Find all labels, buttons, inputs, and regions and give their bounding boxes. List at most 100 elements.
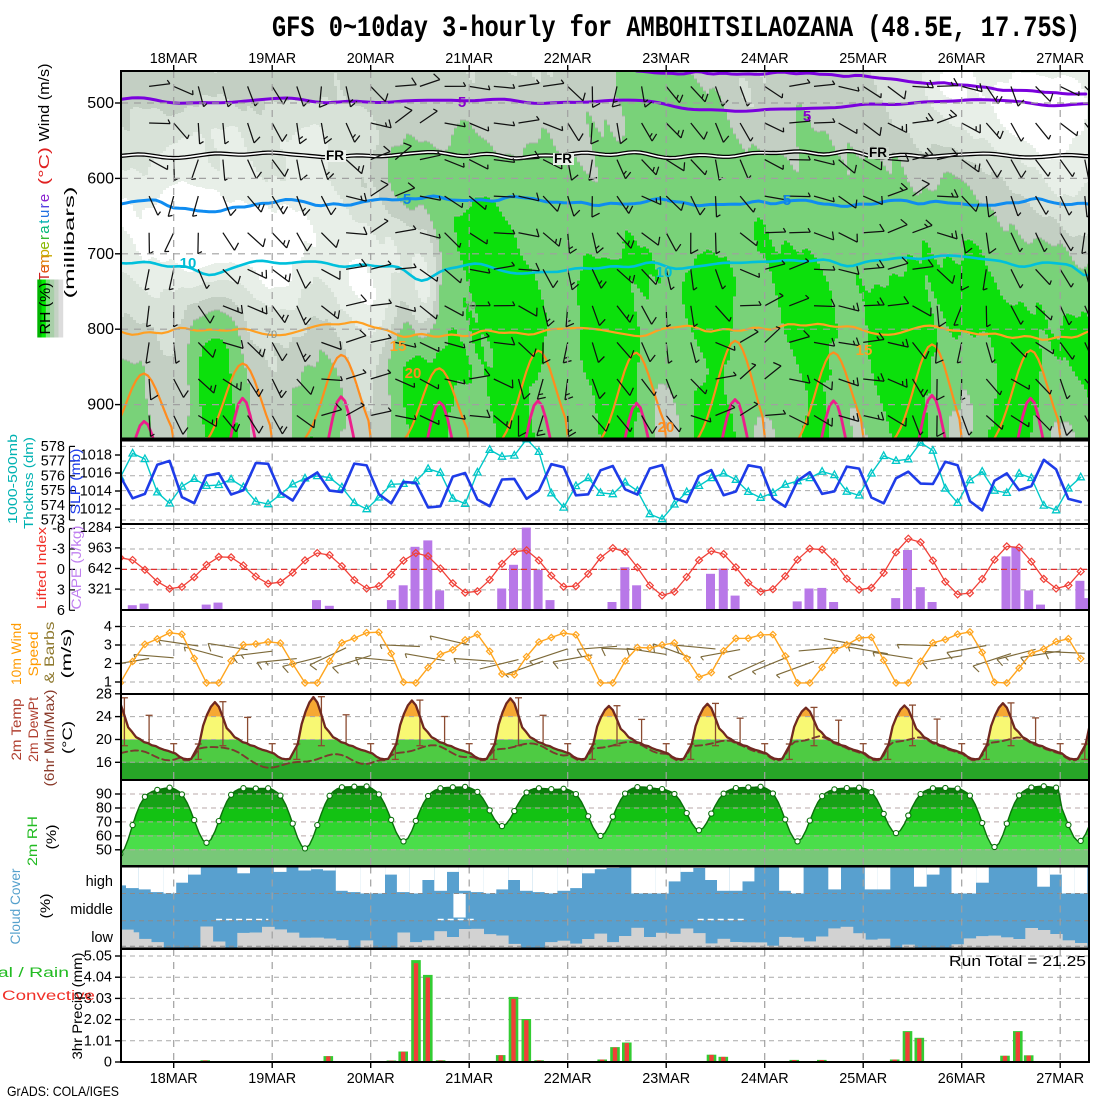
svg-text:0: 0 xyxy=(57,562,65,578)
svg-text:Total / Rain: Total / Rain xyxy=(0,965,69,980)
svg-text:GrADS: COLA/IGES: GrADS: COLA/IGES xyxy=(7,1083,119,1099)
svg-text:(%): (%) xyxy=(38,894,53,919)
svg-text:5: 5 xyxy=(783,192,791,209)
svg-text:5.05: 5.05 xyxy=(84,949,112,965)
svg-text:19MAR: 19MAR xyxy=(248,1071,296,1087)
svg-text:low: low xyxy=(91,930,113,946)
svg-text:2: 2 xyxy=(104,656,112,672)
svg-text:90: 90 xyxy=(96,787,112,803)
svg-text:577: 577 xyxy=(41,454,65,470)
svg-text:-3: -3 xyxy=(52,542,65,558)
svg-text:70: 70 xyxy=(265,329,277,341)
svg-text:700: 700 xyxy=(87,246,114,263)
svg-text:25MAR: 25MAR xyxy=(839,51,887,67)
svg-text:963: 963 xyxy=(88,540,112,556)
svg-text:642: 642 xyxy=(88,561,112,577)
svg-text:2m Temp: 2m Temp xyxy=(9,699,24,761)
svg-text:middle: middle xyxy=(70,902,113,918)
svg-text:10: 10 xyxy=(180,255,197,272)
svg-text:high: high xyxy=(86,874,113,890)
svg-text:e: e xyxy=(36,194,53,202)
svg-text:m: m xyxy=(36,255,53,268)
svg-text:10m Wind: 10m Wind xyxy=(9,623,24,685)
svg-text:2m RH: 2m RH xyxy=(24,816,40,866)
svg-text:1000-500mb: 1000-500mb xyxy=(5,434,20,524)
svg-text:u: u xyxy=(36,210,53,218)
svg-text:2.02: 2.02 xyxy=(84,1012,112,1028)
svg-text:27MAR: 27MAR xyxy=(1036,1071,1084,1087)
svg-text:5: 5 xyxy=(403,191,411,208)
svg-text:28: 28 xyxy=(96,686,112,702)
svg-text:321: 321 xyxy=(88,582,112,598)
svg-text:800: 800 xyxy=(87,321,114,338)
svg-text:Cloud Cover: Cloud Cover xyxy=(8,868,23,944)
svg-text:576: 576 xyxy=(41,468,65,484)
svg-text:p: p xyxy=(36,249,53,257)
svg-text:23MAR: 23MAR xyxy=(642,51,690,67)
svg-text:19MAR: 19MAR xyxy=(248,51,296,67)
svg-text:RH (%): RH (%) xyxy=(38,283,54,335)
svg-text:e: e xyxy=(36,265,53,273)
svg-text:1018: 1018 xyxy=(80,448,112,464)
svg-text:r: r xyxy=(36,235,53,240)
svg-text:r: r xyxy=(36,203,53,208)
svg-text:5: 5 xyxy=(458,94,466,111)
svg-text:3: 3 xyxy=(104,638,112,654)
svg-text:Convective: Convective xyxy=(2,988,95,1003)
svg-text:26MAR: 26MAR xyxy=(938,51,986,67)
svg-text:20MAR: 20MAR xyxy=(347,1071,395,1087)
svg-text:22MAR: 22MAR xyxy=(544,1071,592,1087)
svg-text:20: 20 xyxy=(658,419,675,436)
svg-text:80: 80 xyxy=(96,801,112,817)
svg-text:60: 60 xyxy=(96,828,112,844)
svg-text:Lifted Index: Lifted Index xyxy=(34,526,49,609)
svg-text:16: 16 xyxy=(96,755,112,771)
svg-text:(m/s): (m/s) xyxy=(59,629,74,679)
svg-text:3: 3 xyxy=(57,582,65,598)
svg-text:6: 6 xyxy=(57,603,65,619)
svg-text:CAPE (J/kg): CAPE (J/kg) xyxy=(69,526,84,610)
svg-text:24: 24 xyxy=(96,709,112,725)
svg-text:e: e xyxy=(36,241,53,249)
svg-text:20MAR: 20MAR xyxy=(347,51,395,67)
svg-text:4.04: 4.04 xyxy=(84,970,112,986)
svg-text:1016: 1016 xyxy=(80,466,112,482)
svg-text:21MAR: 21MAR xyxy=(445,1071,493,1087)
svg-text:3hr Precip (mm): 3hr Precip (mm) xyxy=(69,953,85,1060)
svg-text:50: 50 xyxy=(96,842,112,858)
svg-text:FR: FR xyxy=(554,151,572,166)
svg-text:2m DewPt: 2m DewPt xyxy=(26,697,41,762)
svg-text:3.03: 3.03 xyxy=(84,991,112,1007)
svg-text:5: 5 xyxy=(803,108,811,125)
svg-text:0: 0 xyxy=(104,1055,112,1071)
svg-text:15: 15 xyxy=(856,342,873,359)
svg-text:70: 70 xyxy=(96,814,112,830)
svg-text:& Barbs: & Barbs xyxy=(42,621,57,683)
svg-text:600: 600 xyxy=(87,170,114,187)
svg-text:(°C): (°C) xyxy=(60,721,75,754)
svg-text:18MAR: 18MAR xyxy=(150,51,198,67)
svg-text:T: T xyxy=(36,272,53,281)
svg-text:Speed: Speed xyxy=(26,632,41,677)
svg-text:4: 4 xyxy=(104,619,112,635)
svg-text:FR: FR xyxy=(869,145,887,160)
svg-text:900: 900 xyxy=(87,397,114,414)
svg-text:18MAR: 18MAR xyxy=(150,1071,198,1087)
svg-text:24MAR: 24MAR xyxy=(741,1071,789,1087)
svg-text:21MAR: 21MAR xyxy=(445,51,493,67)
svg-text:20: 20 xyxy=(96,732,112,748)
svg-text:500: 500 xyxy=(87,95,114,112)
svg-text:26MAR: 26MAR xyxy=(938,1071,986,1087)
svg-text:15: 15 xyxy=(390,338,407,355)
svg-text:SLP (mb): SLP (mb) xyxy=(68,449,83,515)
svg-text:(°C): (°C) xyxy=(36,147,53,185)
svg-text:(6hr Min/Max): (6hr Min/Max) xyxy=(42,690,57,787)
svg-text:1284: 1284 xyxy=(80,520,112,536)
svg-text:23MAR: 23MAR xyxy=(642,1071,690,1087)
svg-text:22MAR: 22MAR xyxy=(544,51,592,67)
svg-text:1014: 1014 xyxy=(80,484,112,500)
svg-text:1012: 1012 xyxy=(80,502,112,518)
svg-text:25MAR: 25MAR xyxy=(839,1071,887,1087)
svg-text:10: 10 xyxy=(656,264,673,281)
svg-text:575: 575 xyxy=(41,483,65,499)
